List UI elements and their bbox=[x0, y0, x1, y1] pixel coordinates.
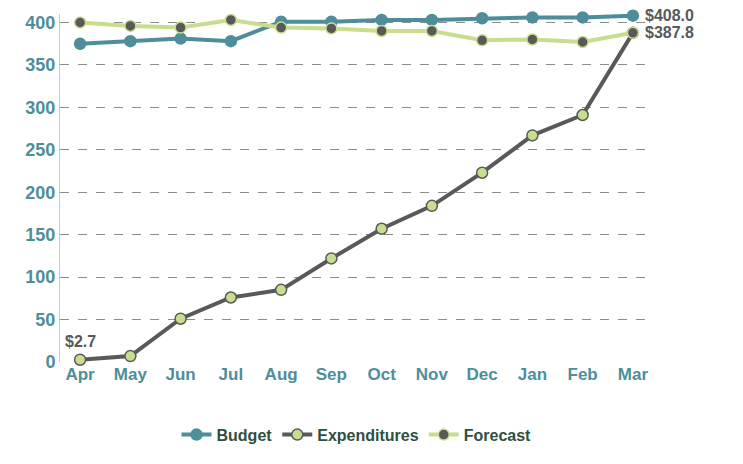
svg-text:350: 350 bbox=[25, 55, 55, 75]
svg-text:$408.0: $408.0 bbox=[645, 7, 694, 24]
svg-text:Jun: Jun bbox=[165, 365, 195, 384]
svg-text:Aug: Aug bbox=[265, 365, 298, 384]
svg-text:Dec: Dec bbox=[467, 365, 498, 384]
svg-text:300: 300 bbox=[25, 98, 55, 118]
svg-text:250: 250 bbox=[25, 140, 55, 160]
svg-text:Nov: Nov bbox=[416, 365, 449, 384]
svg-text:$387.8: $387.8 bbox=[645, 24, 694, 41]
svg-text:Budget: Budget bbox=[217, 427, 273, 444]
svg-text:Apr: Apr bbox=[65, 365, 95, 384]
svg-text:Oct: Oct bbox=[367, 365, 396, 384]
svg-text:200: 200 bbox=[25, 183, 55, 203]
svg-text:Forecast: Forecast bbox=[464, 427, 531, 444]
svg-text:50: 50 bbox=[35, 310, 55, 330]
svg-text:0: 0 bbox=[45, 352, 55, 372]
svg-text:Mar: Mar bbox=[618, 365, 649, 384]
svg-text:May: May bbox=[114, 365, 148, 384]
svg-text:Jan: Jan bbox=[518, 365, 547, 384]
svg-text:$2.7: $2.7 bbox=[65, 333, 96, 350]
svg-text:Sep: Sep bbox=[316, 365, 347, 384]
svg-text:Jul: Jul bbox=[219, 365, 244, 384]
svg-text:Expenditures: Expenditures bbox=[317, 427, 418, 444]
svg-text:150: 150 bbox=[25, 225, 55, 245]
svg-text:Feb: Feb bbox=[568, 365, 598, 384]
svg-text:100: 100 bbox=[25, 267, 55, 287]
svg-text:400: 400 bbox=[25, 13, 55, 33]
